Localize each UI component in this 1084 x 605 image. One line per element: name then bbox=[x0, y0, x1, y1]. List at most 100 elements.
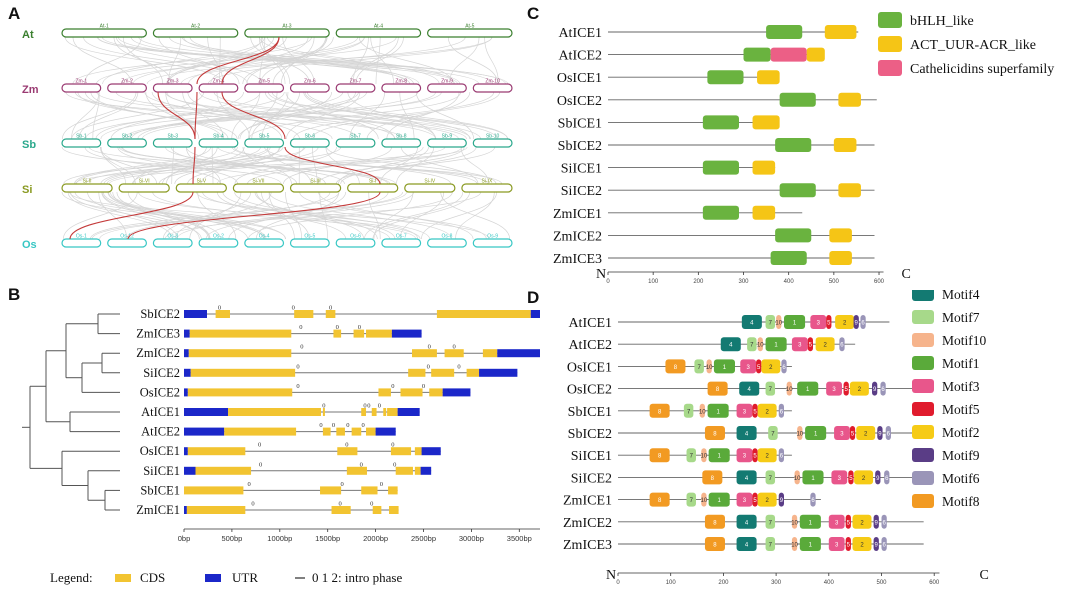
axis-tick-label: 600 bbox=[874, 279, 885, 285]
legend-intron-label: 0 1 2: intro phase bbox=[312, 570, 402, 585]
motif-7-block bbox=[768, 426, 778, 440]
bhlh-domain bbox=[770, 251, 807, 265]
motif-number: 5 bbox=[849, 476, 853, 482]
motif-number: 4 bbox=[748, 387, 752, 393]
gene-name: AtICE2 bbox=[568, 338, 612, 353]
motif-5-block bbox=[752, 492, 758, 507]
motif-number: 6 bbox=[780, 454, 784, 460]
chromosome-label: Sb-9 bbox=[442, 134, 453, 140]
motif-row-sbice1: SbICE1 8 7 10 1 3 5 2 6 bbox=[568, 403, 792, 420]
motif-2-block bbox=[852, 537, 872, 551]
intron-phase-mark: 0 bbox=[345, 442, 348, 449]
motif-number: 3 bbox=[835, 520, 839, 526]
motif-8-block bbox=[704, 426, 725, 440]
intron-phase-mark: 0 bbox=[300, 344, 303, 351]
axis-tick-label: 300 bbox=[771, 580, 782, 586]
motif-number: 6 bbox=[881, 387, 885, 393]
motif-6-block bbox=[810, 492, 816, 507]
panel-label-a: A bbox=[8, 4, 21, 23]
motif-axis: N C 0 100 200 300 400 500 600 bbox=[606, 568, 989, 586]
motif-number: 10 bbox=[701, 454, 708, 460]
motif-6-block bbox=[881, 537, 887, 551]
motif-7-block bbox=[694, 359, 704, 374]
ice-collinear-links bbox=[69, 36, 381, 240]
motif-2-block bbox=[852, 514, 872, 529]
motif-number: 7 bbox=[690, 454, 694, 460]
motif-5-block bbox=[845, 537, 851, 551]
species-label-at: At bbox=[22, 29, 34, 41]
motif-10-block bbox=[701, 448, 707, 463]
motif-7-block bbox=[686, 448, 696, 463]
gene-name: AtICE1 bbox=[141, 405, 180, 419]
motif-number: 6 bbox=[887, 432, 891, 438]
axis-tick-label: 0 bbox=[606, 279, 610, 285]
axis-tick-label: 100 bbox=[666, 580, 677, 586]
motif-1-block bbox=[805, 426, 827, 440]
motif-number: 3 bbox=[798, 343, 802, 349]
motif-number: 9 bbox=[780, 498, 784, 504]
panel-label-c: C bbox=[527, 4, 540, 23]
motif-row-siice2: SiICE2 8 4 7 10 1 3 5 2 9 6 bbox=[571, 470, 929, 486]
motif-row-zmice3: ZmICE3 8 4 7 10 1 3 5 2 9 6 bbox=[563, 537, 924, 553]
intron-phase-mark: 0 bbox=[393, 461, 396, 468]
chromosome-label: At-4 bbox=[374, 24, 383, 30]
cds-block bbox=[320, 486, 342, 495]
cds-block bbox=[414, 447, 422, 456]
domain-row-zmice3: ZmICE3 bbox=[553, 251, 875, 267]
cds-block bbox=[215, 310, 230, 318]
legend-swatch bbox=[912, 379, 934, 393]
motif-number: 4 bbox=[745, 432, 749, 438]
cds-block bbox=[366, 427, 376, 436]
chromosome-at-4 bbox=[335, 28, 422, 38]
gene-name: SiICE1 bbox=[571, 449, 612, 464]
bhlh-domain bbox=[779, 92, 816, 107]
axis-tick-label: 500bp bbox=[221, 534, 242, 543]
motif-number: 3 bbox=[838, 476, 842, 482]
motif-number: 3 bbox=[743, 409, 747, 415]
cds-block bbox=[400, 388, 423, 397]
legend-utr-swatch bbox=[205, 574, 221, 582]
chromosome-sb-6 bbox=[289, 138, 330, 148]
motif-number: 10 bbox=[791, 543, 798, 549]
legend-swatch bbox=[878, 60, 902, 76]
motif-4-block bbox=[741, 315, 762, 329]
motif-1-block bbox=[799, 537, 821, 551]
cds-block bbox=[351, 427, 362, 436]
motif-number: 1 bbox=[806, 387, 810, 393]
act-domain bbox=[752, 115, 780, 130]
cds-block bbox=[188, 349, 292, 358]
motif-number: 1 bbox=[809, 543, 813, 549]
ice-link bbox=[69, 191, 194, 240]
cds-block bbox=[186, 506, 246, 514]
domain-row-atice1: AtICE1 bbox=[558, 25, 859, 41]
utr-block bbox=[184, 408, 229, 416]
intron-phase-mark: 0 bbox=[332, 422, 335, 429]
motif-number: 8 bbox=[713, 432, 717, 438]
motif-number: 1 bbox=[814, 432, 818, 438]
motif-1-block bbox=[802, 470, 824, 485]
motif-6-block bbox=[881, 514, 887, 529]
panel-label-d: D bbox=[527, 288, 540, 307]
chromosome-os-4 bbox=[244, 238, 285, 248]
gene-name: AtICE2 bbox=[558, 49, 602, 64]
motif-number: 8 bbox=[658, 498, 662, 504]
intron-phase-mark: 0 bbox=[457, 363, 460, 370]
motif-number: 1 bbox=[774, 343, 778, 349]
motif-number: 1 bbox=[811, 476, 815, 482]
panel-label-b: B bbox=[8, 285, 21, 304]
species-label-zm: Zm bbox=[22, 84, 39, 96]
motif-8-block bbox=[702, 470, 723, 485]
legend-swatch bbox=[878, 36, 902, 52]
gene-name: OsICE1 bbox=[140, 444, 180, 458]
gene-name: ZmICE3 bbox=[136, 327, 180, 341]
chromosome-label: Os-4 bbox=[259, 234, 270, 240]
intron-phase-mark: 0 bbox=[336, 324, 339, 331]
motif-number: 8 bbox=[658, 409, 662, 415]
gene-name: ZmICE2 bbox=[563, 516, 612, 531]
chromosome-label: At-1 bbox=[100, 24, 109, 30]
cds-block bbox=[294, 310, 314, 318]
motif-3-block bbox=[831, 470, 848, 485]
motif-8-block bbox=[704, 537, 725, 551]
cds-block bbox=[372, 506, 382, 514]
intron-phase-mark: 0 bbox=[218, 305, 221, 312]
